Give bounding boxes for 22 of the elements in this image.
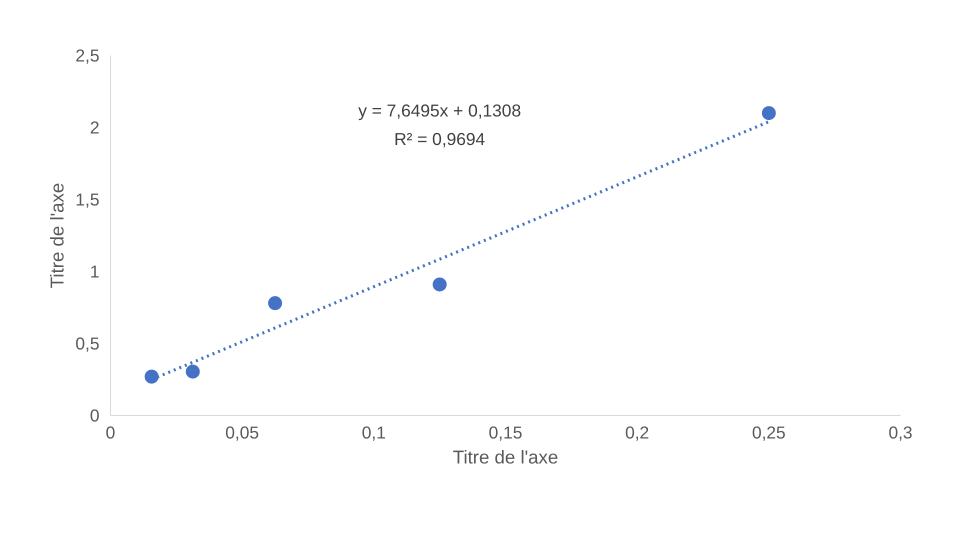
x-tick-label: 0,05 (225, 422, 260, 442)
y-tick-label: 0,5 (75, 334, 100, 354)
point (268, 296, 282, 310)
y-axis-title: Titre de l'axe (46, 182, 68, 288)
x-axis-title: Titre de l'axe (452, 446, 558, 468)
point (144, 370, 159, 384)
annotation: y = 7,6495x + 0,1308 (358, 100, 522, 120)
point (432, 277, 447, 292)
x-tick-label: 0,1 (362, 422, 386, 442)
x-tick-label: 0,15 (488, 422, 522, 442)
y-tick-label: 1 (90, 262, 100, 282)
y-tick-label: 1,5 (75, 190, 100, 210)
annotation: R² = 0,9694 (394, 129, 486, 150)
y-tick-label: 2 (90, 118, 100, 138)
point (762, 106, 776, 120)
y-tick-label: 2,5 (75, 46, 100, 66)
x-tick-label: 0,2 (625, 422, 650, 442)
y-tick-label: 0 (90, 406, 100, 426)
x-tick-label: 0,3 (888, 422, 913, 442)
x-tick-label: 0,25 (752, 422, 786, 442)
point (186, 364, 200, 379)
x-tick-label: 0 (106, 422, 116, 442)
